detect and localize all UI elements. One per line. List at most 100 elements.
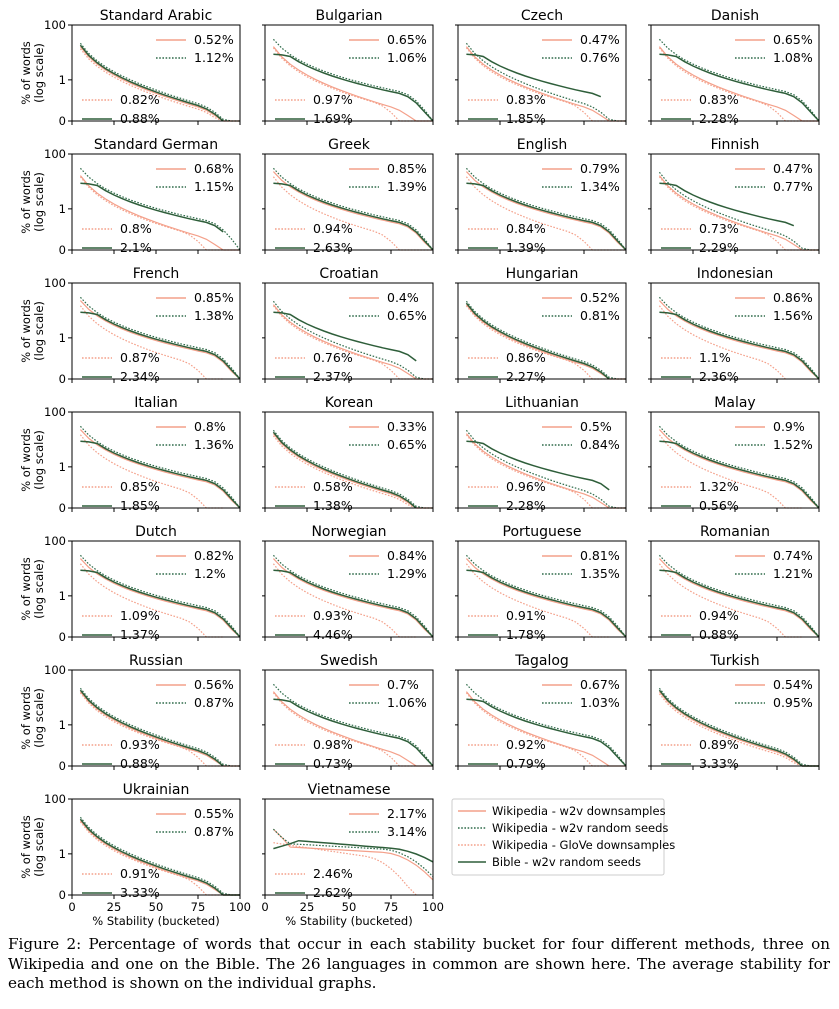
y-axis-label: % of words(log scale)	[19, 299, 46, 363]
avg-stability-label: 0.52%	[580, 290, 620, 305]
legend-entry: Bible - w2v random seeds	[492, 855, 641, 869]
avg-stability-label: 2.46%	[313, 866, 353, 881]
series-line	[465, 167, 627, 251]
panel-title: Greek	[328, 137, 371, 153]
avg-stability-label: 1.15%	[194, 179, 234, 194]
series-line	[272, 691, 433, 767]
panel-title: Korean	[325, 395, 374, 411]
avg-stability-label: 0.65%	[387, 308, 427, 323]
series-line	[79, 821, 240, 896]
panel-title: Czech	[521, 8, 563, 24]
y-tick-label: 0	[59, 372, 66, 386]
avg-stability-label: 0.87%	[120, 350, 160, 365]
avg-stability-label: 0.82%	[120, 92, 160, 107]
avg-stability-label: 0.88%	[120, 111, 160, 126]
series-line	[465, 434, 626, 509]
avg-stability-label: 0.79%	[580, 161, 620, 176]
series-line	[79, 818, 240, 896]
series-line	[465, 692, 610, 767]
avg-stability-label: 1.1%	[699, 350, 731, 365]
panel-title: Standard German	[94, 137, 218, 153]
panel-title: Bulgarian	[316, 8, 383, 24]
series-line	[272, 429, 433, 509]
series-line	[465, 305, 626, 380]
series-line	[79, 44, 224, 122]
avg-stability-label: 3.33%	[699, 756, 739, 771]
panel: Czech 0.47% 0.76% 0.83% 1.85%	[455, 8, 627, 126]
x-tick-label: 75	[384, 900, 399, 914]
series-line	[79, 296, 241, 380]
figure-grid: Standard Arabic0.52%1.12%0.82%0.88%10010…	[19, 8, 820, 928]
avg-stability-label: 0.94%	[699, 608, 739, 623]
avg-stability-label: 0.89%	[699, 737, 739, 752]
panel-title: Portuguese	[503, 524, 582, 540]
panel-title: Malay	[714, 395, 755, 411]
avg-stability-label: 0.79%	[506, 756, 546, 771]
y-tick-label: 1	[59, 460, 66, 474]
avg-stability-label: 1.39%	[506, 240, 546, 255]
avg-stability-label: 0.4%	[387, 290, 419, 305]
series-line	[272, 828, 434, 878]
series-line	[465, 554, 627, 638]
panel: Tagalog 0.67% 1.03% 0.92% 0.79%	[455, 653, 627, 771]
series-line	[466, 569, 627, 638]
panel: Italian 0.8% 1.36% 0.85% 1.85% 100 1 0 % of word…	[19, 395, 241, 515]
avg-stability-label: 3.33%	[120, 885, 160, 900]
avg-stability-label: 0.84%	[580, 437, 620, 452]
avg-stability-label: 1.38%	[194, 308, 234, 323]
avg-stability-label: 0.65%	[387, 437, 427, 452]
y-tick-label: 1	[59, 847, 66, 861]
avg-stability-label: 0.83%	[699, 92, 739, 107]
avg-stability-label: 0.58%	[313, 479, 353, 494]
panel-title: Standard Arabic	[100, 8, 213, 24]
panel: Russian 0.56% 0.87% 0.93% 0.88% 100 1 0 % of wor…	[19, 653, 241, 773]
avg-stability-label: 3.14%	[387, 824, 427, 839]
avg-stability-label: 1.56%	[773, 308, 813, 323]
series-line	[659, 311, 820, 380]
y-tick-label: 0	[59, 243, 66, 257]
series-line	[465, 304, 626, 380]
panel: Dutch 0.82% 1.2% 1.09% 1.37% 100 1 0 % of words(…	[19, 524, 241, 644]
avg-stability-label: 0.52%	[194, 32, 234, 47]
avg-stability-label: 1.32%	[699, 479, 739, 494]
series-line	[658, 687, 819, 767]
series-line	[272, 171, 434, 251]
series-line	[466, 53, 602, 98]
avg-stability-label: 0.87%	[194, 695, 234, 710]
y-tick-label: 1	[59, 73, 66, 87]
avg-stability-label: 2.28%	[506, 498, 546, 513]
avg-stability-label: 0.85%	[387, 161, 427, 176]
avg-stability-label: 0.92%	[506, 737, 546, 752]
avg-stability-label: 1.06%	[387, 695, 427, 710]
series-line	[272, 304, 433, 380]
series-line	[79, 48, 240, 122]
series-line	[272, 47, 433, 122]
series-line	[465, 42, 626, 122]
series-line	[79, 689, 224, 767]
series-line	[79, 176, 240, 251]
series-line	[465, 429, 626, 509]
series-line	[658, 296, 820, 380]
panel-title: Hungarian	[506, 266, 579, 282]
avg-stability-label: 0.93%	[120, 737, 160, 752]
panel-title: French	[133, 266, 180, 282]
avg-stability-label: 0.73%	[313, 756, 353, 771]
avg-stability-label: 1.85%	[506, 111, 546, 126]
avg-stability-label: 0.74%	[773, 548, 813, 563]
series-line	[79, 820, 240, 896]
series-line	[273, 53, 434, 122]
y-tick-label: 100	[44, 405, 66, 419]
panel: Vietnamese 2.17% 3.14% 2.46% 2.62% 0 25 50 75 100…	[261, 782, 444, 928]
series-line	[79, 554, 241, 638]
panel-title: Tagalog	[514, 653, 569, 669]
series-line	[80, 440, 241, 509]
series-line	[658, 176, 819, 251]
avg-stability-label: 0.83%	[506, 92, 546, 107]
y-axis-label: % of words(log scale)	[19, 428, 46, 492]
series-line	[465, 691, 626, 767]
series-line	[272, 692, 417, 767]
series-line	[658, 691, 819, 767]
avg-stability-label: 0.96%	[506, 479, 546, 494]
